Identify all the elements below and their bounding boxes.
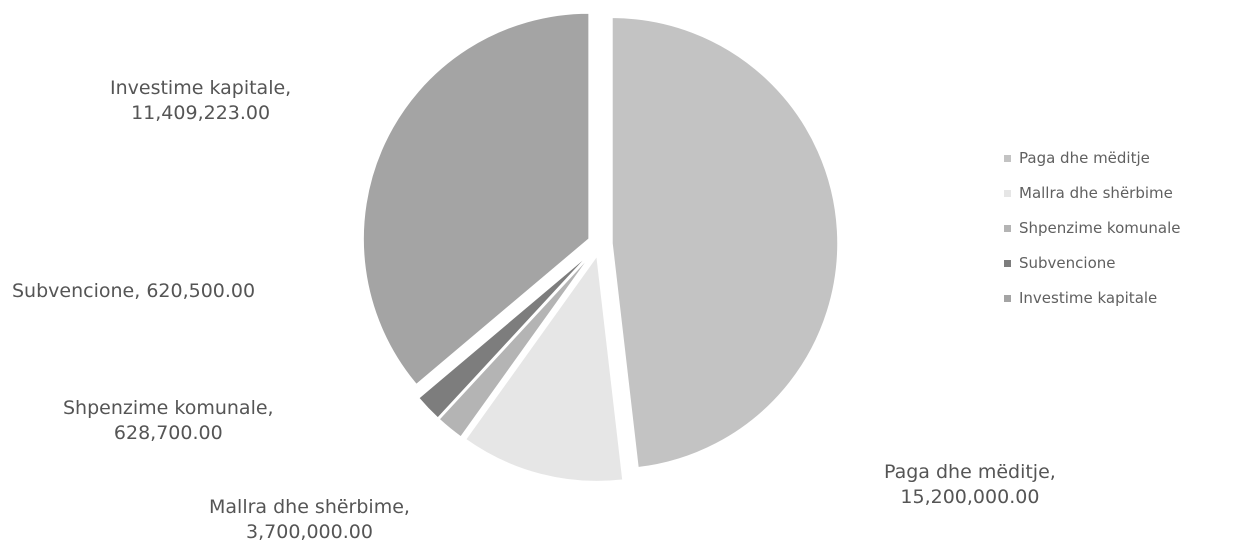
data-label-subvencione: Subvencione, 620,500.00 — [12, 279, 255, 304]
pie-slice-paga — [611, 16, 839, 469]
legend-swatch-mallra — [1004, 189, 1011, 197]
pie-slice-investime — [362, 12, 590, 386]
legend-label-shpenzime: Shpenzime komunale — [1019, 219, 1181, 237]
pie-slice-mallra — [464, 253, 624, 483]
data-label-paga-name: Paga dhe mëditje, — [884, 461, 1056, 483]
data-label-subvencione-value: 620,500.00 — [146, 280, 256, 302]
legend-swatch-investime — [1004, 294, 1011, 302]
legend-swatch-subvencione — [1004, 259, 1011, 267]
legend-swatch-shpenzime — [1004, 224, 1011, 232]
legend-label-investime: Investime kapitale — [1019, 289, 1158, 307]
data-label-paga: Paga dhe mëditje, 15,200,000.00 — [884, 460, 1056, 510]
legend-label-mallra: Mallra dhe shërbime — [1019, 184, 1173, 202]
data-label-investime: Investime kapitale, 11,409,223.00 — [110, 76, 291, 126]
legend: Paga dhe mëditje Mallra dhe shërbime Shp… — [1004, 148, 1180, 323]
data-label-subvencione-name: Subvencione, — [12, 280, 141, 302]
data-label-shpenzime: Shpenzime komunale, 628,700.00 — [63, 396, 274, 446]
legend-item-mallra: Mallra dhe shërbime — [1004, 183, 1180, 203]
legend-label-paga: Paga dhe mëditje — [1019, 149, 1150, 167]
data-label-paga-value: 15,200,000.00 — [900, 486, 1040, 508]
legend-item-paga: Paga dhe mëditje — [1004, 148, 1180, 168]
legend-item-shpenzime: Shpenzime komunale — [1004, 218, 1180, 238]
data-label-mallra-name: Mallra dhe shërbime, — [209, 496, 410, 518]
data-label-investime-value: 11,409,223.00 — [131, 102, 271, 124]
data-label-mallra: Mallra dhe shërbime, 3,700,000.00 — [209, 495, 410, 545]
legend-swatch-paga — [1004, 154, 1011, 162]
data-label-shpenzime-value: 628,700.00 — [113, 422, 223, 444]
data-label-investime-name: Investime kapitale, — [110, 77, 292, 99]
legend-item-subvencione: Subvencione — [1004, 253, 1180, 273]
pie-slice-shpenzime — [437, 252, 594, 439]
legend-item-investime: Investime kapitale — [1004, 288, 1180, 308]
pie-slice-subvencione — [417, 251, 592, 420]
data-label-shpenzime-name: Shpenzime komunale, — [63, 397, 274, 419]
legend-label-subvencione: Subvencione — [1019, 254, 1116, 272]
data-label-mallra-value: 3,700,000.00 — [246, 521, 373, 543]
